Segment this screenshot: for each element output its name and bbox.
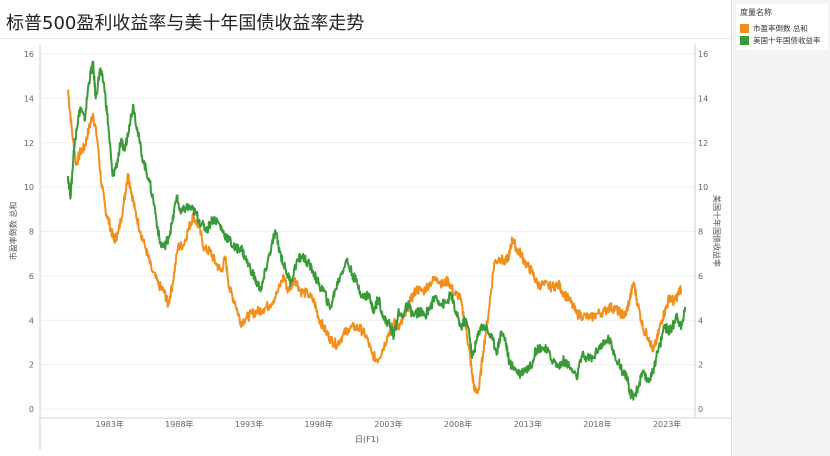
chart-panel: 标普500盈利收益率与美十年国债收益率走势 0 2 4 6 8 10 12 14 16 0 2 4 6… <box>0 13 731 450</box>
legend-title: 度量名称 <box>740 8 772 17</box>
legend-label: 市盈率倒数 总和 <box>753 23 808 33</box>
series-lines <box>66 60 687 401</box>
legend-panel: 度量名称 市盈率倒数 总和 美国十年国债收益率 <box>731 0 830 456</box>
x-tick-label: 2003年 <box>374 419 402 429</box>
left-y-tick-label: 8 <box>29 228 34 237</box>
left-y-tick-label: 6 <box>29 272 34 281</box>
left-y-tick-label: 0 <box>29 405 34 414</box>
x-axis-label: 日(F1) <box>355 435 379 444</box>
chart-title: 标普500盈利收益率与美十年国债收益率走势 <box>6 13 365 34</box>
legend-item-treasury-yield[interactable]: 美国十年国债收益率 <box>740 34 828 46</box>
left-y-tick-label: 14 <box>24 94 34 103</box>
x-tick-label: 1998年 <box>305 419 333 429</box>
right-y-tick-label: 14 <box>698 94 708 103</box>
x-tick-label: 2008年 <box>444 419 472 429</box>
right-y-tick-label: 6 <box>698 272 703 281</box>
left-y-axis-label: 市盈率倒数 总和 <box>8 202 18 261</box>
left-y-tick-label: 16 <box>24 50 34 59</box>
x-tick-label: 1988年 <box>165 419 193 429</box>
legend-label: 美国十年国债收益率 <box>753 35 821 45</box>
right-y-tick-label: 16 <box>698 50 708 59</box>
right-y-tick-label: 0 <box>698 405 703 414</box>
x-tick-label: 2013年 <box>514 419 542 429</box>
series-line-treasury-yield <box>66 60 687 401</box>
right-y-tick-label: 10 <box>698 183 708 192</box>
gridlines <box>40 53 695 410</box>
right-y-tick-label: 4 <box>698 316 703 325</box>
left-y-tick-label: 2 <box>29 361 34 370</box>
legend-swatch-orange <box>740 23 749 33</box>
right-y-tick-label: 12 <box>698 139 708 148</box>
left-y-tick-label: 4 <box>29 316 34 325</box>
legend-swatch-green <box>740 35 749 45</box>
legend: 度量名称 市盈率倒数 总和 美国十年国债收益率 <box>736 4 828 50</box>
left-y-tick-label: 10 <box>24 183 34 192</box>
left-y-tick-label: 12 <box>24 139 34 148</box>
legend-item-pe-inverse[interactable]: 市盈率倒数 总和 <box>740 22 828 34</box>
series-line-pe-inverse <box>66 89 683 394</box>
x-tick-label: 2018年 <box>583 419 611 429</box>
right-y-tick-labels: 0 2 4 6 8 10 12 14 16 <box>698 50 708 414</box>
x-tick-label: 1993年 <box>235 419 263 429</box>
left-y-tick-labels: 0 2 4 6 8 10 12 14 16 <box>24 50 34 414</box>
right-y-tick-label: 8 <box>698 228 703 237</box>
right-y-axis-label: 美国十年国债收益率 <box>712 195 722 267</box>
x-tick-label: 1983年 <box>96 419 124 429</box>
right-y-tick-label: 2 <box>698 361 703 370</box>
x-tick-labels: 1983年 1988年 1993年 1998年 2003年 2008年 2013年 2018年… <box>96 419 682 429</box>
x-tick-label: 2023年 <box>653 419 681 429</box>
title-divider <box>0 38 731 39</box>
